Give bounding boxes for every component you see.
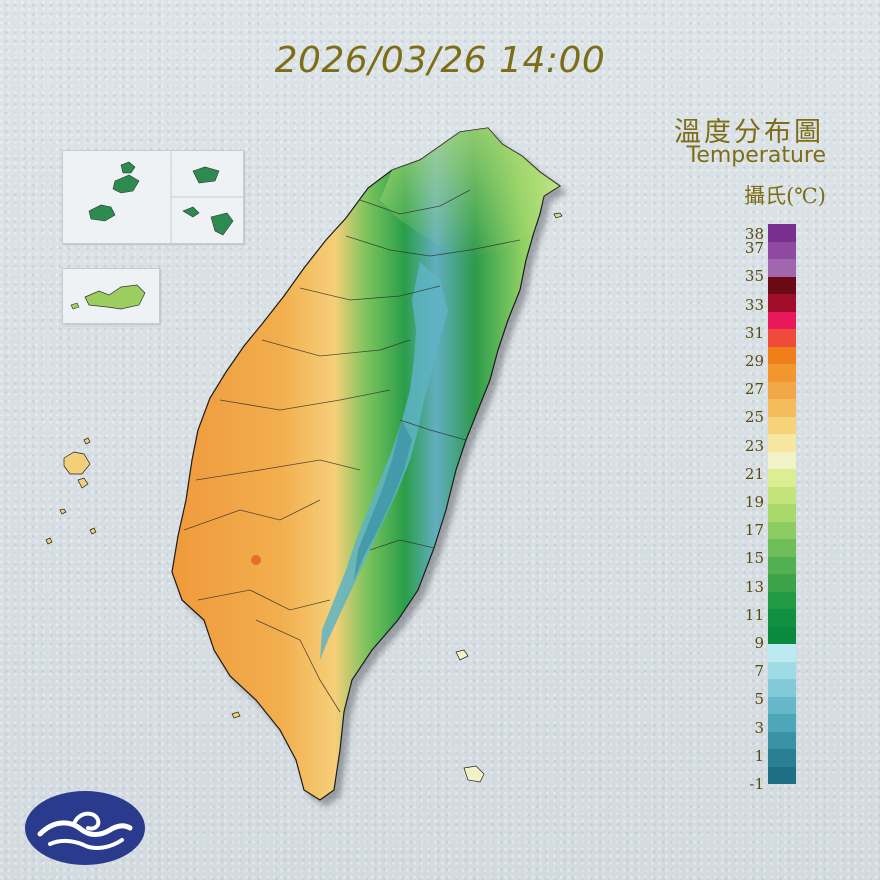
scale-color-step [768, 626, 796, 644]
scale-label: 7 [754, 662, 764, 681]
scale-label: 37 [744, 239, 764, 258]
scale-color-step [768, 661, 796, 679]
scale-color-step [768, 696, 796, 714]
temperature-unit: 攝氏(℃) [744, 184, 826, 208]
map-title-english: Temperature [686, 143, 826, 168]
scale-color-step [768, 381, 796, 399]
scale-color-step [768, 399, 796, 417]
matsu-islands [88, 151, 243, 243]
central-mountain-range [320, 262, 448, 660]
scale-label: 35 [744, 267, 764, 286]
scale-color-step [768, 451, 796, 469]
matsu-inset [62, 150, 244, 244]
scale-label: 33 [744, 295, 764, 314]
guishan-island [553, 212, 563, 219]
scale-color-step [768, 294, 796, 312]
scale-color-step [768, 241, 796, 259]
scale-color-step [768, 434, 796, 452]
scale-label: 5 [754, 690, 764, 709]
map-timestamp: 2026/03/26 14:00 [274, 40, 606, 81]
scale-color-step [768, 539, 796, 557]
northern-cool-zone [380, 128, 560, 260]
hot-spot-south [251, 555, 261, 565]
cwa-cloud-logo-icon [25, 791, 145, 865]
scale-color-step [768, 574, 796, 592]
kinmen-islands [70, 284, 146, 310]
scale-color-step [768, 521, 796, 539]
scale-color-step [768, 329, 796, 347]
scale-label: 27 [744, 380, 764, 399]
penghu-islands [45, 437, 97, 545]
scale-color-step [768, 556, 796, 574]
scale-label: -1 [749, 775, 764, 793]
scale-label: 23 [744, 436, 764, 455]
scale-color-step [768, 364, 796, 382]
county-boundaries [183, 189, 521, 713]
scale-color-step [768, 224, 796, 242]
scale-color-step [768, 766, 796, 784]
scale-label: 25 [744, 408, 764, 427]
scale-label: 15 [744, 549, 764, 568]
central-peak-core [354, 420, 412, 580]
temperature-color-scale [768, 224, 796, 784]
scale-label: 38 [744, 225, 764, 243]
scale-color-step [768, 644, 796, 662]
scale-label: 19 [744, 492, 764, 511]
scale-color-step [768, 486, 796, 504]
kinmen-inset [62, 268, 160, 324]
scale-color-step [768, 714, 796, 732]
scale-label: 3 [754, 718, 764, 737]
scale-color-step [768, 259, 796, 277]
scale-label: 9 [754, 633, 764, 652]
lanyu-island [463, 765, 485, 783]
scale-color-step [768, 609, 796, 627]
scale-label: 31 [744, 323, 764, 342]
scale-color-step [768, 311, 796, 329]
scale-label: 11 [744, 605, 764, 624]
scale-color-step [768, 504, 796, 522]
scale-color-step [768, 469, 796, 487]
map-title-chinese: 溫度分布圖 [674, 117, 824, 148]
scale-color-step [768, 276, 796, 294]
scale-color-step [768, 679, 796, 697]
scale-color-step [768, 416, 796, 434]
scale-label: 17 [744, 521, 764, 540]
scale-color-step [768, 731, 796, 749]
temperature-scale-labels: 38 37 35 33 31 29 27 25 23 21 19 17 15 13 11 9 7 5 3 1 -1 [728, 224, 764, 794]
scale-label: 1 [754, 746, 764, 765]
scale-label: 29 [744, 351, 764, 370]
scale-color-step [768, 591, 796, 609]
xiaoliuqiu-island [231, 711, 241, 719]
scale-color-step [768, 749, 796, 767]
green-island [455, 649, 469, 661]
scale-label: 13 [744, 577, 764, 596]
scale-label: 21 [744, 464, 764, 483]
scale-color-step [768, 346, 796, 364]
taiwan-island [171, 127, 562, 801]
